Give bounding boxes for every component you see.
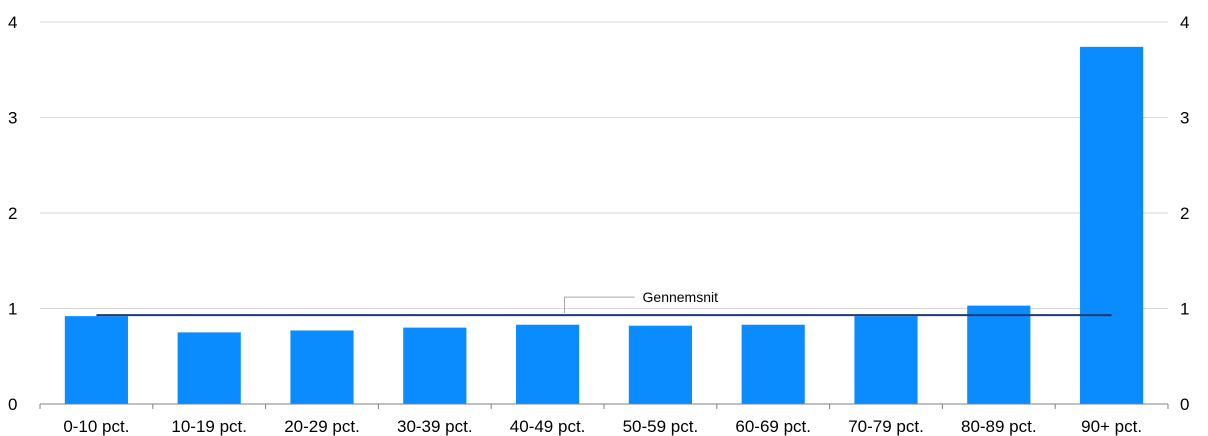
x-tick-label: 10-19 pct. <box>171 417 247 436</box>
y-tick-right: 4 <box>1180 13 1189 32</box>
x-tick-label: 80-89 pct. <box>961 417 1037 436</box>
bar <box>967 305 1031 404</box>
average-label: Gennemsnit <box>643 289 719 305</box>
bar <box>290 330 354 404</box>
bars <box>64 46 1144 405</box>
bar <box>516 324 580 404</box>
bar <box>177 332 241 404</box>
y-tick-right: 3 <box>1180 109 1189 128</box>
y-tick-left: 3 <box>8 109 17 128</box>
y-axis-left-ticks: 0 1 2 3 4 <box>8 13 17 414</box>
x-tick-label: 40-49 pct. <box>510 417 586 436</box>
axes <box>39 403 1169 409</box>
bar <box>628 325 692 404</box>
y-tick-left: 4 <box>8 13 17 32</box>
average-line-group: Gennemsnit <box>96 289 1112 317</box>
x-tick-label: 90+ pct. <box>1081 417 1142 436</box>
x-tick-label: 30-39 pct. <box>397 417 473 436</box>
x-tick-label: 20-29 pct. <box>284 417 360 436</box>
x-tick-label: 50-59 pct. <box>623 417 699 436</box>
bar <box>854 316 918 404</box>
y-axis-right-ticks: 0 1 2 3 4 <box>1180 13 1189 414</box>
x-tick-label: 70-79 pct. <box>848 417 924 436</box>
bar <box>403 327 467 404</box>
y-tick-left: 2 <box>8 204 17 223</box>
x-axis-categories: 0-10 pct. 10-19 pct. 20-29 pct. 30-39 pct. 4… <box>63 417 1142 436</box>
y-tick-left: 0 <box>8 395 17 414</box>
x-tick-label: 0-10 pct. <box>63 417 129 436</box>
y-tick-left: 1 <box>8 300 17 319</box>
average-leader-line <box>564 296 635 314</box>
y-tick-right: 2 <box>1180 204 1189 223</box>
y-tick-right: 0 <box>1180 395 1189 414</box>
x-tick-label: 60-69 pct. <box>735 417 811 436</box>
bar <box>741 324 805 404</box>
bar <box>64 316 128 404</box>
y-tick-right: 1 <box>1180 300 1189 319</box>
gridlines <box>40 21 1168 309</box>
bar <box>1080 46 1144 405</box>
